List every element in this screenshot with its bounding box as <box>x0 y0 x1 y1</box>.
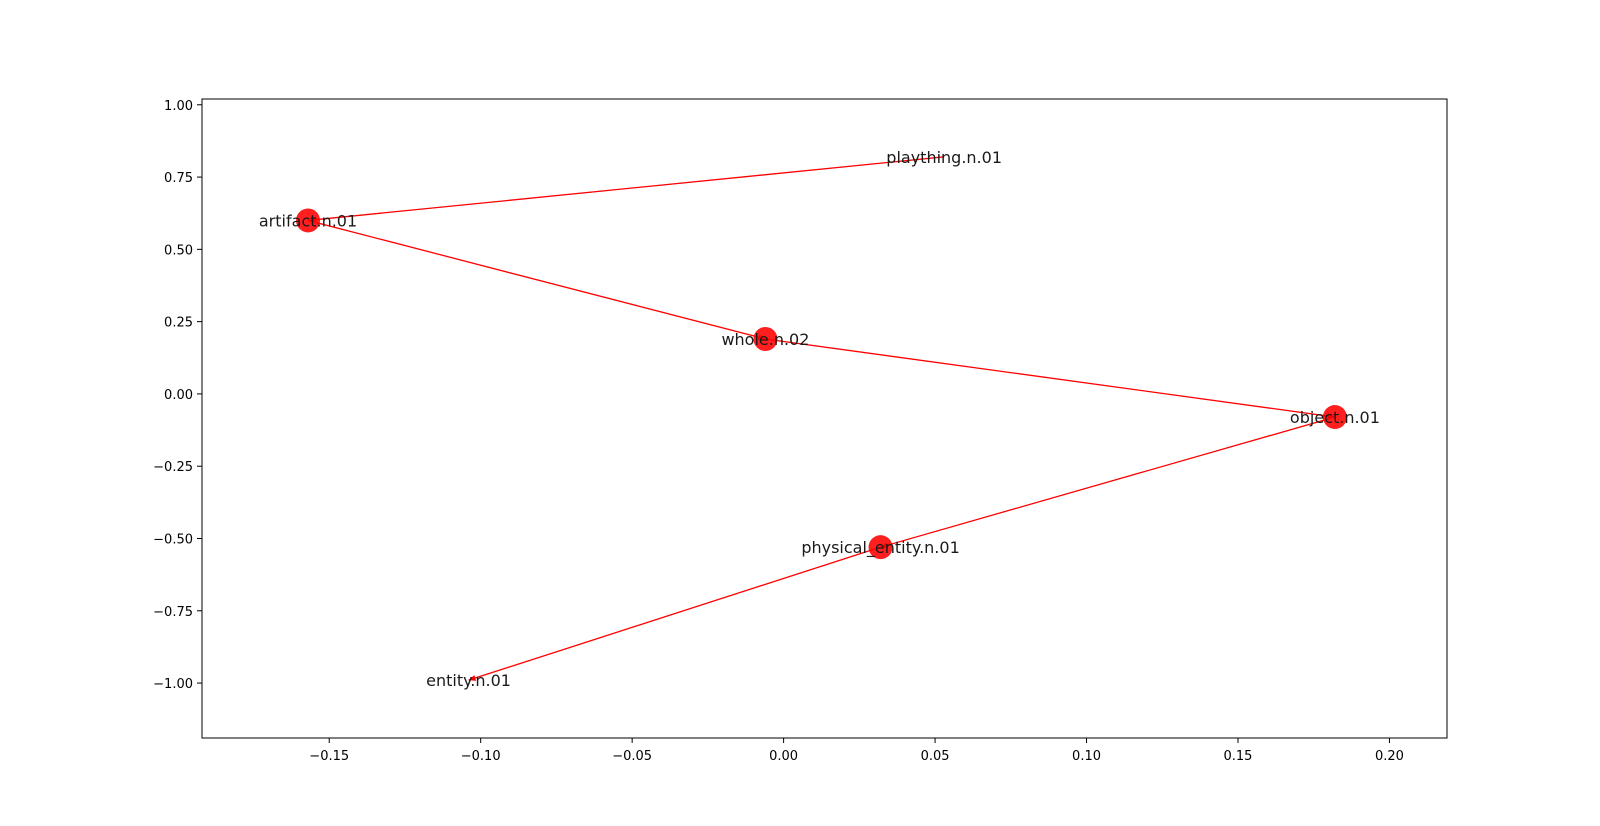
x-axis: −0.15 −0.10 −0.05 0.00 0.05 0.10 0.15 0.20 <box>309 738 1404 764</box>
y-axis: 1.00 0.75 0.50 0.25 0.00 −0.25 −0.50 −0.75 −1.00 <box>153 99 202 692</box>
node-label: whole.n.02 <box>721 330 809 349</box>
x-tick-label: −0.15 <box>309 749 349 764</box>
graph-node <box>296 208 321 233</box>
graph-node <box>868 535 893 560</box>
node-label: entity.n.01 <box>426 671 511 690</box>
node-label: object.n.01 <box>1290 408 1380 427</box>
x-tick-label: 0.00 <box>769 749 798 764</box>
nodes-layer <box>296 208 1347 560</box>
graph-edge <box>307 219 766 340</box>
graph-node <box>1322 405 1347 430</box>
y-tick-label: 0.25 <box>164 316 193 331</box>
y-tick-label: −0.25 <box>153 460 193 475</box>
x-tick-label: −0.05 <box>612 749 652 764</box>
y-tick-label: 1.00 <box>164 99 193 114</box>
y-tick-label: −1.00 <box>153 677 193 692</box>
x-tick-label: 0.05 <box>921 749 950 764</box>
y-tick-label: 0.50 <box>164 243 193 258</box>
node-label: plaything.n.01 <box>886 148 1002 167</box>
node-label: artifact.n.01 <box>259 211 357 230</box>
y-tick-label: −0.50 <box>153 532 193 547</box>
x-tick-label: 0.10 <box>1072 749 1101 764</box>
graph-edge <box>880 416 1336 548</box>
y-tick-label: −0.75 <box>153 605 193 620</box>
x-tick-label: −0.10 <box>461 749 501 764</box>
graph-node <box>753 326 778 351</box>
graph-edge <box>307 156 945 222</box>
edge-arrowhead <box>468 675 477 681</box>
plot-area-frame <box>201 98 1448 739</box>
x-tick-label: 0.20 <box>1375 749 1404 764</box>
graph-edge <box>765 338 1336 418</box>
x-tick-label: 0.15 <box>1224 749 1253 764</box>
y-tick-label: 0.75 <box>164 171 193 186</box>
node-label: physical_entity.n.01 <box>801 538 959 558</box>
graph-edge <box>468 546 881 681</box>
y-tick-label: 0.00 <box>164 388 193 403</box>
labels-layer: plaything.n.01 artifact.n.01 whole.n.02 obj… <box>259 148 1380 690</box>
